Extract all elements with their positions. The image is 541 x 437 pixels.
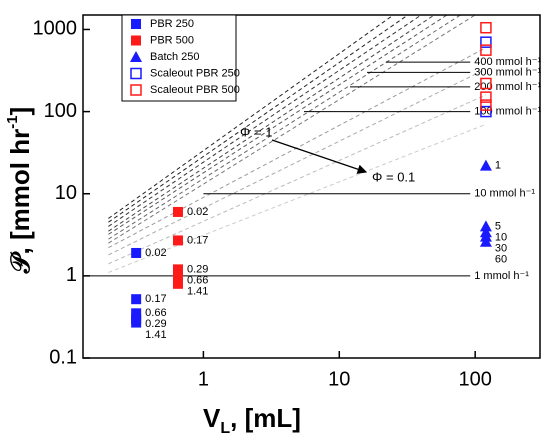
x-tick-label: 100 — [458, 368, 491, 390]
point-label: 5 — [495, 220, 501, 232]
marker — [172, 264, 183, 275]
y-label-part: 𝒫, [mmol hr — [5, 129, 35, 274]
point-label: 1 — [495, 160, 501, 172]
point-label: 60 — [495, 253, 507, 265]
y-axis-label: 𝒫, [mmol hr-1] — [4, 107, 34, 274]
annotation: Φ = 1 — [240, 124, 272, 139]
legend-label: PBR 250 — [150, 18, 194, 30]
point-label: 1.41 — [187, 285, 208, 297]
legend-label: Scaleout PBR 250 — [150, 67, 240, 79]
reference-line — [108, 94, 487, 265]
reference-line — [108, 15, 435, 232]
point-label: 0.02 — [145, 247, 166, 259]
legend-label: Batch 250 — [150, 51, 200, 63]
rate-line-label: 10 mmol h⁻¹ — [474, 188, 535, 200]
legend-marker — [131, 35, 141, 46]
reference-line — [108, 68, 487, 256]
marker — [480, 99, 492, 111]
marker — [131, 308, 142, 319]
annotation-arrow — [271, 139, 368, 174]
legend-label: Scaleout PBR 500 — [150, 84, 240, 96]
marker — [172, 235, 183, 246]
legend-marker — [130, 51, 142, 62]
x-label-part: L — [220, 420, 230, 437]
marker — [480, 105, 492, 118]
marker — [480, 21, 492, 34]
point-label: 0.17 — [187, 234, 208, 246]
point-label: 0.02 — [187, 206, 208, 218]
marker — [480, 36, 492, 48]
plot-frame — [82, 14, 541, 359]
marker — [480, 77, 492, 90]
point-label: 30 — [495, 242, 507, 254]
marker — [172, 206, 183, 217]
point-label: 0.66 — [145, 307, 166, 319]
marker — [479, 159, 492, 171]
rate-line-label: 300 mmol h⁻¹ — [474, 66, 541, 78]
y-tick-label: 100 — [44, 100, 77, 122]
marker — [131, 317, 142, 328]
legend-label: PBR 500 — [150, 34, 194, 46]
x-tick-label: 1 — [198, 368, 209, 390]
marker — [479, 220, 492, 232]
point-label: 0.17 — [145, 293, 166, 305]
marker — [131, 247, 142, 258]
point-label: 1.41 — [145, 329, 166, 341]
point-label: 10 — [495, 231, 507, 243]
reference-line — [108, 47, 487, 249]
reference-line — [108, 123, 487, 273]
x-label-part: V — [203, 403, 221, 433]
x-label-part: , [mL] — [230, 403, 301, 433]
plot-area — [83, 15, 487, 277]
annotation: Φ = 0.1 — [372, 169, 415, 184]
legend-marker — [130, 84, 142, 96]
y-tick-label: 1000 — [33, 18, 78, 40]
point-label: 0.66 — [187, 274, 208, 286]
rate-line-label: 200 mmol h⁻¹ — [474, 81, 541, 93]
rate-line-label: 400 mmol h⁻¹ — [474, 56, 541, 68]
y-tick-label: 0.1 — [49, 346, 77, 368]
legend-marker — [130, 67, 142, 80]
legend-marker — [131, 19, 141, 29]
rate-line-label: 1 mmol h⁻¹ — [474, 270, 529, 282]
reference-line — [108, 15, 409, 223]
marker — [172, 278, 183, 289]
marker — [172, 270, 183, 281]
marker — [480, 44, 492, 56]
reference-line — [108, 15, 448, 235]
point-label: 0.29 — [145, 318, 166, 330]
y-tick-label: 1 — [66, 264, 77, 286]
y-label-part: -1 — [4, 115, 21, 128]
y-tick-label: 10 — [55, 182, 77, 204]
y-label-part: ] — [5, 107, 35, 116]
reference-line — [108, 15, 476, 244]
x-tick-label: 10 — [328, 368, 350, 390]
point-label: 0.29 — [187, 263, 208, 275]
reference-line — [108, 15, 394, 219]
marker — [131, 294, 142, 305]
x-axis-label: VL, [mL] — [203, 403, 301, 437]
marker — [480, 91, 492, 103]
marker — [479, 235, 492, 247]
